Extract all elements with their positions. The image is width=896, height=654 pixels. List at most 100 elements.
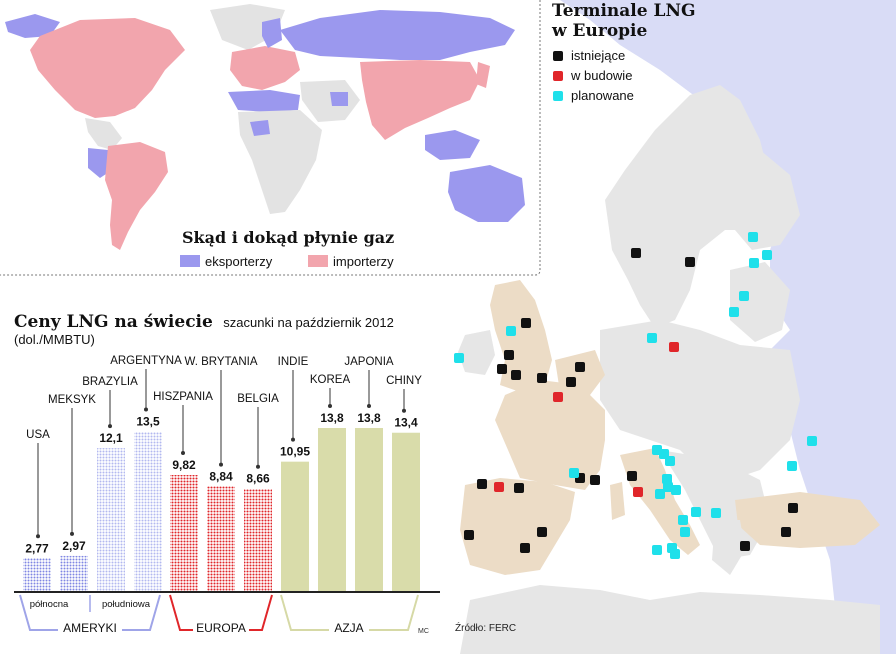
alaska-shape	[5, 14, 60, 38]
bar-w-brytania	[207, 486, 235, 591]
asia-importer-shape	[360, 60, 480, 140]
greece-region	[712, 520, 745, 575]
baltic-region	[730, 262, 790, 342]
bar-category-label: JAPONIA	[344, 356, 394, 368]
terminal-marker	[569, 468, 579, 478]
terminal-marker	[665, 456, 675, 466]
bar-category-label: KOREA	[310, 374, 351, 386]
bar-korea	[318, 428, 346, 591]
label-leader-dot	[36, 534, 40, 539]
label-leader-dot	[108, 424, 112, 429]
subgroup-label: południowa	[102, 599, 151, 610]
terminal-marker	[807, 436, 817, 446]
europe-importer-shape	[230, 46, 300, 90]
balkans-region	[660, 450, 770, 560]
legend-label-europe-2: planowane	[571, 88, 634, 103]
legend-swatch-world-0	[180, 255, 200, 267]
bar-value-label: 9,82	[172, 458, 196, 472]
terminal-marker	[506, 326, 516, 336]
benelux-region	[555, 350, 605, 395]
terminal-marker	[464, 530, 474, 540]
legend-label-europe-0: istniejące	[571, 48, 625, 63]
chart-title-main: Ceny LNG na świecie	[14, 312, 213, 332]
terminal-marker	[678, 515, 688, 525]
south-america-shape	[105, 142, 168, 250]
terminal-marker	[647, 333, 657, 343]
terminal-marker	[680, 527, 690, 537]
label-leader-dot	[181, 451, 185, 456]
central-america-shape	[85, 118, 122, 150]
north-africa-region	[460, 585, 880, 654]
norway-exporter-shape	[262, 18, 282, 48]
terminal-marker	[670, 549, 680, 559]
bar-meksyk	[60, 555, 88, 591]
central-europe-region	[600, 320, 800, 480]
bar-category-label: BRAZYLIA	[82, 376, 138, 388]
group-label: EUROPA	[196, 621, 246, 635]
terminal-marker	[663, 482, 673, 492]
terminal-marker	[652, 545, 662, 555]
group-label-bg	[193, 620, 249, 634]
north-america-shape	[30, 18, 185, 118]
chart-subtitle: szacunki na październik 2012	[223, 315, 394, 330]
bar-value-label: 8,66	[246, 472, 270, 486]
terminal-marker	[729, 307, 739, 317]
legend-label-world-1: importerzy	[333, 254, 394, 269]
label-leader-dot	[219, 462, 223, 467]
legend-swatch-europe-2	[553, 91, 563, 101]
bar-category-label: USA	[26, 429, 50, 441]
russia-region	[560, 0, 896, 654]
africa-shape	[238, 110, 322, 214]
bar-japonia	[355, 428, 383, 591]
terminal-marker	[566, 377, 576, 387]
turkey-region	[735, 492, 880, 548]
sardinia-region	[610, 482, 625, 520]
terminal-marker	[537, 373, 547, 383]
subgroup-label: północna	[30, 599, 69, 610]
terminal-marker	[781, 527, 791, 537]
bar-category-label: ARGENTYNA	[110, 355, 182, 367]
terminal-marker	[575, 362, 585, 372]
terminal-marker	[739, 291, 749, 301]
europe-map-title-line2: w Europie	[551, 21, 648, 41]
ireland-region	[458, 330, 495, 375]
bar-chiny	[392, 432, 420, 591]
europe-map-legend: istniejące w budowie planowane	[553, 48, 634, 103]
terminal-marker	[627, 471, 637, 481]
terminal-marker	[671, 485, 681, 495]
terminal-marker	[497, 364, 507, 374]
terminal-marker	[504, 350, 514, 360]
label-leader-dot	[256, 464, 260, 469]
bar-belgia	[244, 488, 272, 591]
terminal-marker	[662, 474, 672, 484]
chart-credit: MC	[418, 628, 429, 635]
australia-exporter-shape	[448, 165, 525, 222]
label-leader-dot	[291, 437, 295, 442]
group-label: AMERYKI	[63, 621, 117, 635]
group-label-bg	[58, 620, 122, 634]
terminal-marker	[749, 258, 759, 268]
label-leader-dot	[328, 404, 332, 408]
world-map-border	[0, 0, 541, 276]
southeast-asia-exporter-shape	[425, 130, 480, 160]
price-chart: Ceny LNG na świecie szacunki na paździer…	[14, 312, 440, 635]
legend-label-europe-1: w budowie	[570, 68, 632, 83]
nigeria-exporter-shape	[250, 120, 270, 136]
middle-east-shape	[300, 80, 360, 122]
bar-value-label: 10,95	[280, 445, 310, 459]
terminal-marker	[520, 543, 530, 553]
terminal-marker	[454, 353, 464, 363]
bar-value-label: 13,8	[320, 411, 344, 425]
world-map-legend: eksporterzy importerzy	[180, 254, 394, 269]
bar-value-label: 13,5	[136, 415, 160, 429]
bar-indie	[281, 461, 309, 591]
terminal-marker	[655, 489, 665, 499]
terminal-marker	[514, 483, 524, 493]
terminal-marker	[691, 507, 701, 517]
legend-label-world-0: eksporterzy	[205, 254, 273, 269]
terminal-marker	[762, 250, 772, 260]
bar-argentyna	[134, 431, 162, 591]
terminal-marker	[711, 508, 721, 518]
